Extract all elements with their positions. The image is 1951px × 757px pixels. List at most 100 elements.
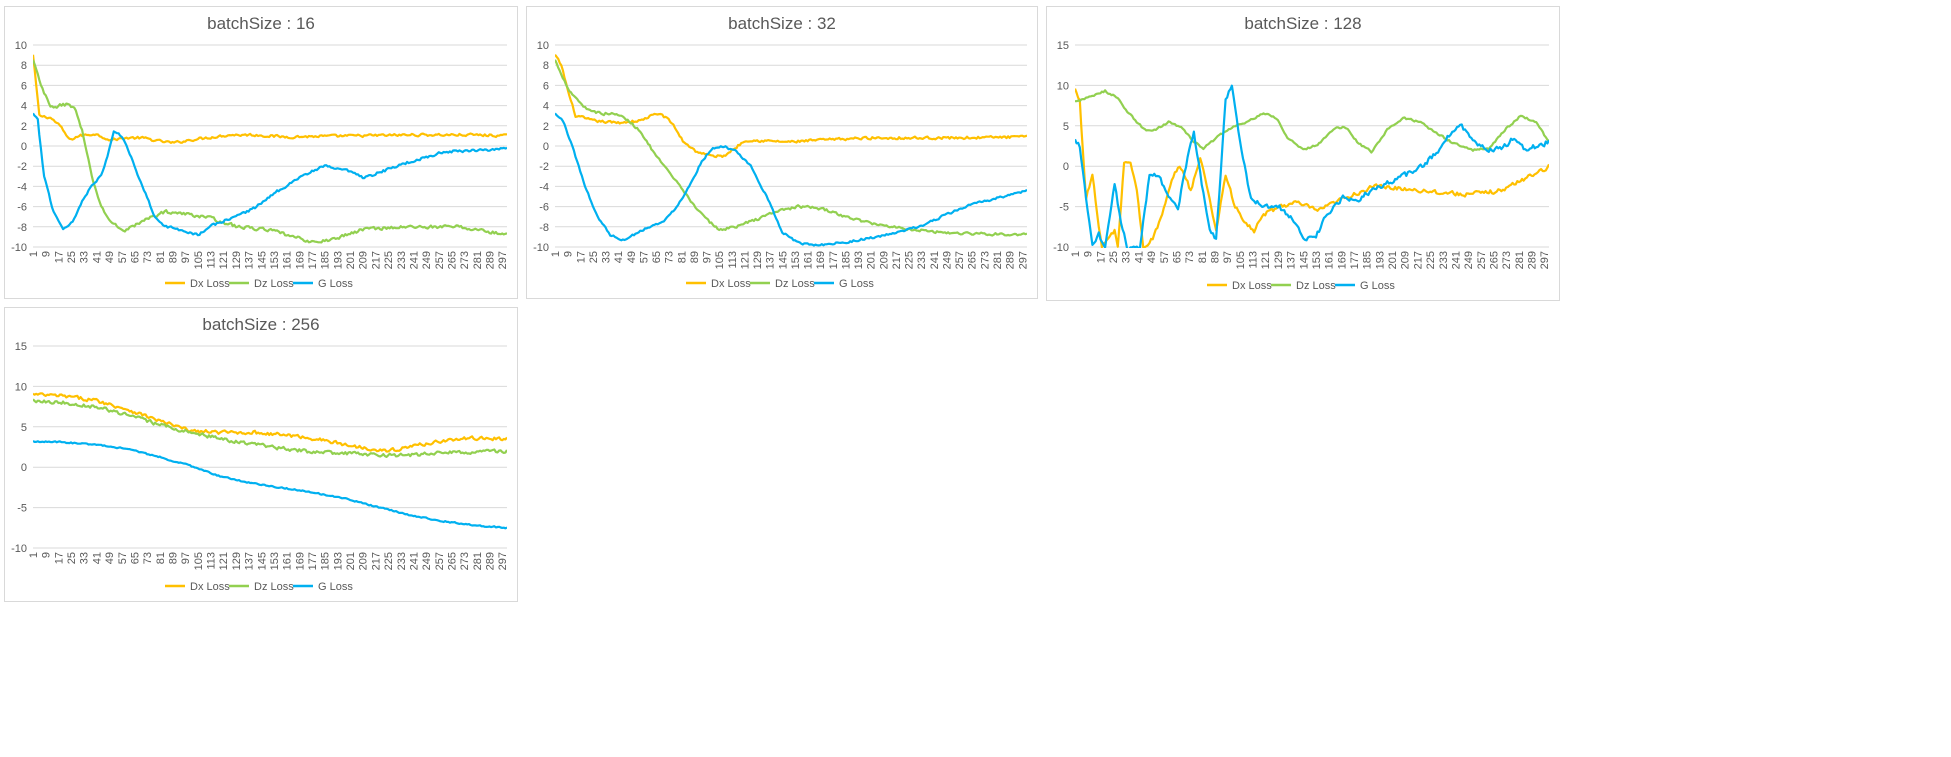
chart-svg: batchSize : 16 -10 -8 -6 -4 -2 0 2 4 6 8 10 1 9 17 25 33…	[11, 14, 509, 290]
y-tick-label: 10	[537, 40, 549, 52]
x-tick-label: 65	[651, 251, 663, 263]
x-tick-label: 137	[765, 251, 777, 269]
x-tick-label: 97	[180, 552, 192, 564]
x-tick-label: 49	[104, 552, 116, 564]
x-tick-label: 137	[244, 552, 256, 570]
y-tick-label: 10	[1057, 80, 1069, 92]
x-tick-label: 33	[79, 552, 91, 564]
x-tick-label: 201	[345, 552, 357, 570]
x-tick-label: 129	[231, 552, 243, 570]
x-tick-label: 217	[370, 251, 382, 269]
x-tick-label: 73	[1184, 251, 1196, 263]
x-tick-label: 209	[878, 251, 890, 269]
x-tick-label: 1	[28, 251, 40, 257]
x-tick-label: 113	[1248, 251, 1260, 269]
legend-label: G Loss	[1360, 280, 1395, 292]
chart-title: batchSize : 128	[1244, 14, 1361, 33]
series-line-g-loss	[33, 112, 507, 237]
x-tick-label: 1	[1070, 251, 1082, 257]
x-tick-label: 145	[1298, 251, 1310, 269]
x-tick-label: 81	[1197, 251, 1209, 263]
x-tick-label: 97	[702, 251, 714, 263]
x-tick-label: 169	[294, 251, 306, 269]
x-tick-label: 193	[1374, 251, 1386, 269]
x-tick-label: 33	[79, 251, 91, 263]
series-line-g-loss	[33, 440, 507, 530]
x-tick-label: 209	[358, 251, 370, 269]
x-tick-label: 121	[218, 251, 230, 269]
x-tick-label: 9	[1083, 251, 1095, 257]
y-tick-label: -5	[1059, 202, 1069, 214]
x-tick-label: 297	[1017, 251, 1029, 269]
y-tick-label: 5	[1063, 121, 1069, 133]
y-tick-label: 4	[543, 101, 549, 113]
x-tick-label: 257	[434, 251, 446, 269]
y-tick-label: -10	[11, 543, 27, 555]
x-tick-label: 185	[320, 251, 332, 269]
x-tick-label: 281	[992, 251, 1004, 269]
x-tick-label: 249	[421, 251, 433, 269]
y-tick-label: -4	[539, 181, 549, 193]
x-tick-label: 153	[790, 251, 802, 269]
x-tick-label: 121	[1260, 251, 1272, 269]
x-tick-label: 9	[41, 552, 53, 558]
x-tick-label: 1	[550, 251, 562, 257]
x-tick-label: 41	[1133, 251, 1145, 263]
x-tick-label: 121	[739, 251, 751, 269]
series-line-g-loss	[555, 112, 1027, 247]
series-line-dz-loss	[33, 398, 507, 458]
y-tick-label: 4	[21, 101, 27, 113]
x-tick-label: 225	[383, 251, 395, 269]
x-tick-label: 177	[828, 251, 840, 269]
x-tick-label: 257	[434, 552, 446, 570]
x-tick-label: 129	[752, 251, 764, 269]
x-tick-label: 153	[1311, 251, 1323, 269]
legend-label: Dx Loss	[1232, 280, 1272, 292]
chart-panel-bs128: batchSize : 128 -10 -5 0 5 10 15 1 9 17 25 33 41 49 57…	[1046, 6, 1560, 301]
y-tick-label: 15	[15, 341, 27, 353]
x-tick-label: 201	[866, 251, 878, 269]
x-tick-label: 25	[66, 552, 78, 564]
x-tick-label: 241	[1450, 251, 1462, 269]
series-line-dz-loss	[1075, 89, 1549, 154]
x-tick-label: 89	[1210, 251, 1222, 263]
x-tick-label: 185	[1362, 251, 1374, 269]
x-tick-label: 57	[117, 251, 129, 263]
x-tick-label: 137	[244, 251, 256, 269]
x-tick-label: 33	[601, 251, 613, 263]
y-tick-label: -10	[533, 242, 549, 254]
x-tick-label: 289	[485, 552, 497, 570]
x-tick-label: 273	[459, 552, 471, 570]
chart-title: batchSize : 16	[207, 14, 315, 33]
x-tick-label: 57	[117, 552, 129, 564]
y-tick-label: -10	[11, 242, 27, 254]
y-tick-label: -10	[1053, 242, 1069, 254]
x-tick-label: 193	[332, 552, 344, 570]
x-tick-label: 97	[1222, 251, 1234, 263]
x-tick-label: 161	[282, 251, 294, 269]
y-tick-label: 15	[1057, 40, 1069, 52]
y-tick-label: -8	[539, 222, 549, 234]
x-tick-label: 73	[142, 552, 154, 564]
x-tick-label: 225	[383, 552, 395, 570]
x-tick-label: 201	[1387, 251, 1399, 269]
x-tick-label: 289	[485, 251, 497, 269]
x-tick-label: 9	[563, 251, 575, 257]
y-tick-label: 5	[21, 422, 27, 434]
x-tick-label: 193	[853, 251, 865, 269]
x-tick-label: 233	[1438, 251, 1450, 269]
y-tick-label: 8	[21, 60, 27, 72]
x-tick-label: 145	[256, 251, 268, 269]
y-tick-label: 0	[21, 462, 27, 474]
series-line-g-loss	[1075, 84, 1549, 248]
y-tick-label: 10	[15, 381, 27, 393]
chart-title: batchSize : 32	[728, 14, 836, 33]
x-tick-label: 201	[345, 251, 357, 269]
x-tick-label: 193	[332, 251, 344, 269]
x-tick-label: 273	[459, 251, 471, 269]
x-tick-label: 209	[1400, 251, 1412, 269]
y-tick-label: -2	[539, 161, 549, 173]
x-tick-label: 145	[777, 251, 789, 269]
legend-label: G Loss	[318, 581, 353, 593]
x-tick-label: 73	[664, 251, 676, 263]
